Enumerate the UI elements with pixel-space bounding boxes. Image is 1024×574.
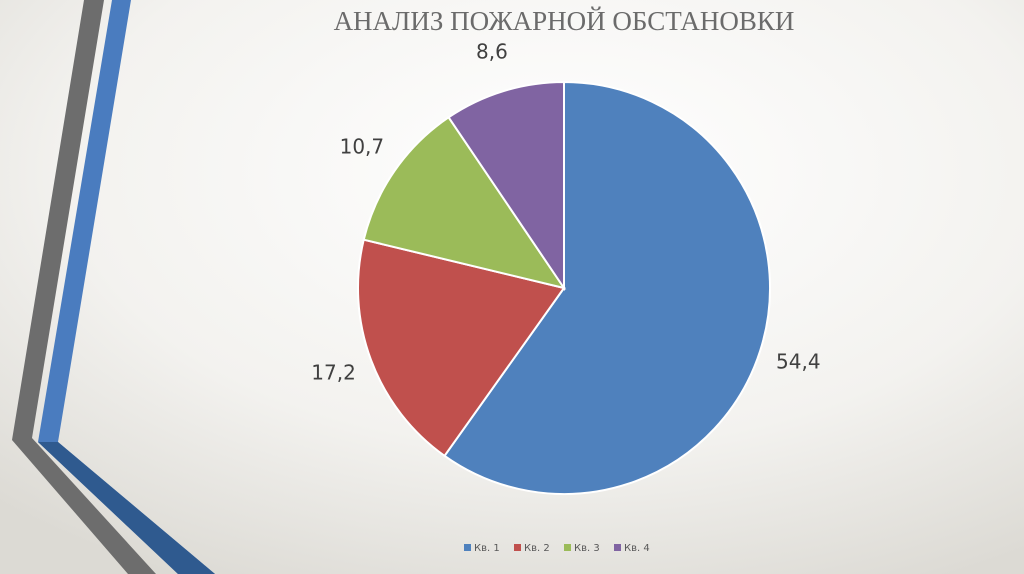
pie-slice xyxy=(447,80,565,292)
pie-slice xyxy=(357,238,566,458)
decor-stripe xyxy=(12,0,156,574)
legend-swatch xyxy=(564,544,571,551)
decor-stripe xyxy=(38,442,215,574)
chart-title: АНАЛИЗ ПОЖАРНОЙ ОБСТАНОВКИ xyxy=(334,6,795,36)
legend-label: Кв. 3 xyxy=(574,543,600,554)
legend-swatch xyxy=(514,544,521,551)
pie-slice xyxy=(443,80,771,495)
decor-stripe xyxy=(38,0,215,574)
data-label: 17,2 xyxy=(311,361,356,385)
data-label: 54,4 xyxy=(776,349,821,373)
legend-label: Кв. 2 xyxy=(524,543,550,554)
legend-label: Кв. 1 xyxy=(474,543,500,554)
legend-swatch xyxy=(464,544,471,551)
data-label: 10,7 xyxy=(340,134,385,158)
legend-swatch xyxy=(614,544,621,551)
legend-label: Кв. 4 xyxy=(624,543,650,554)
pie-slice xyxy=(362,115,567,290)
data-label: 8,6 xyxy=(476,39,508,63)
